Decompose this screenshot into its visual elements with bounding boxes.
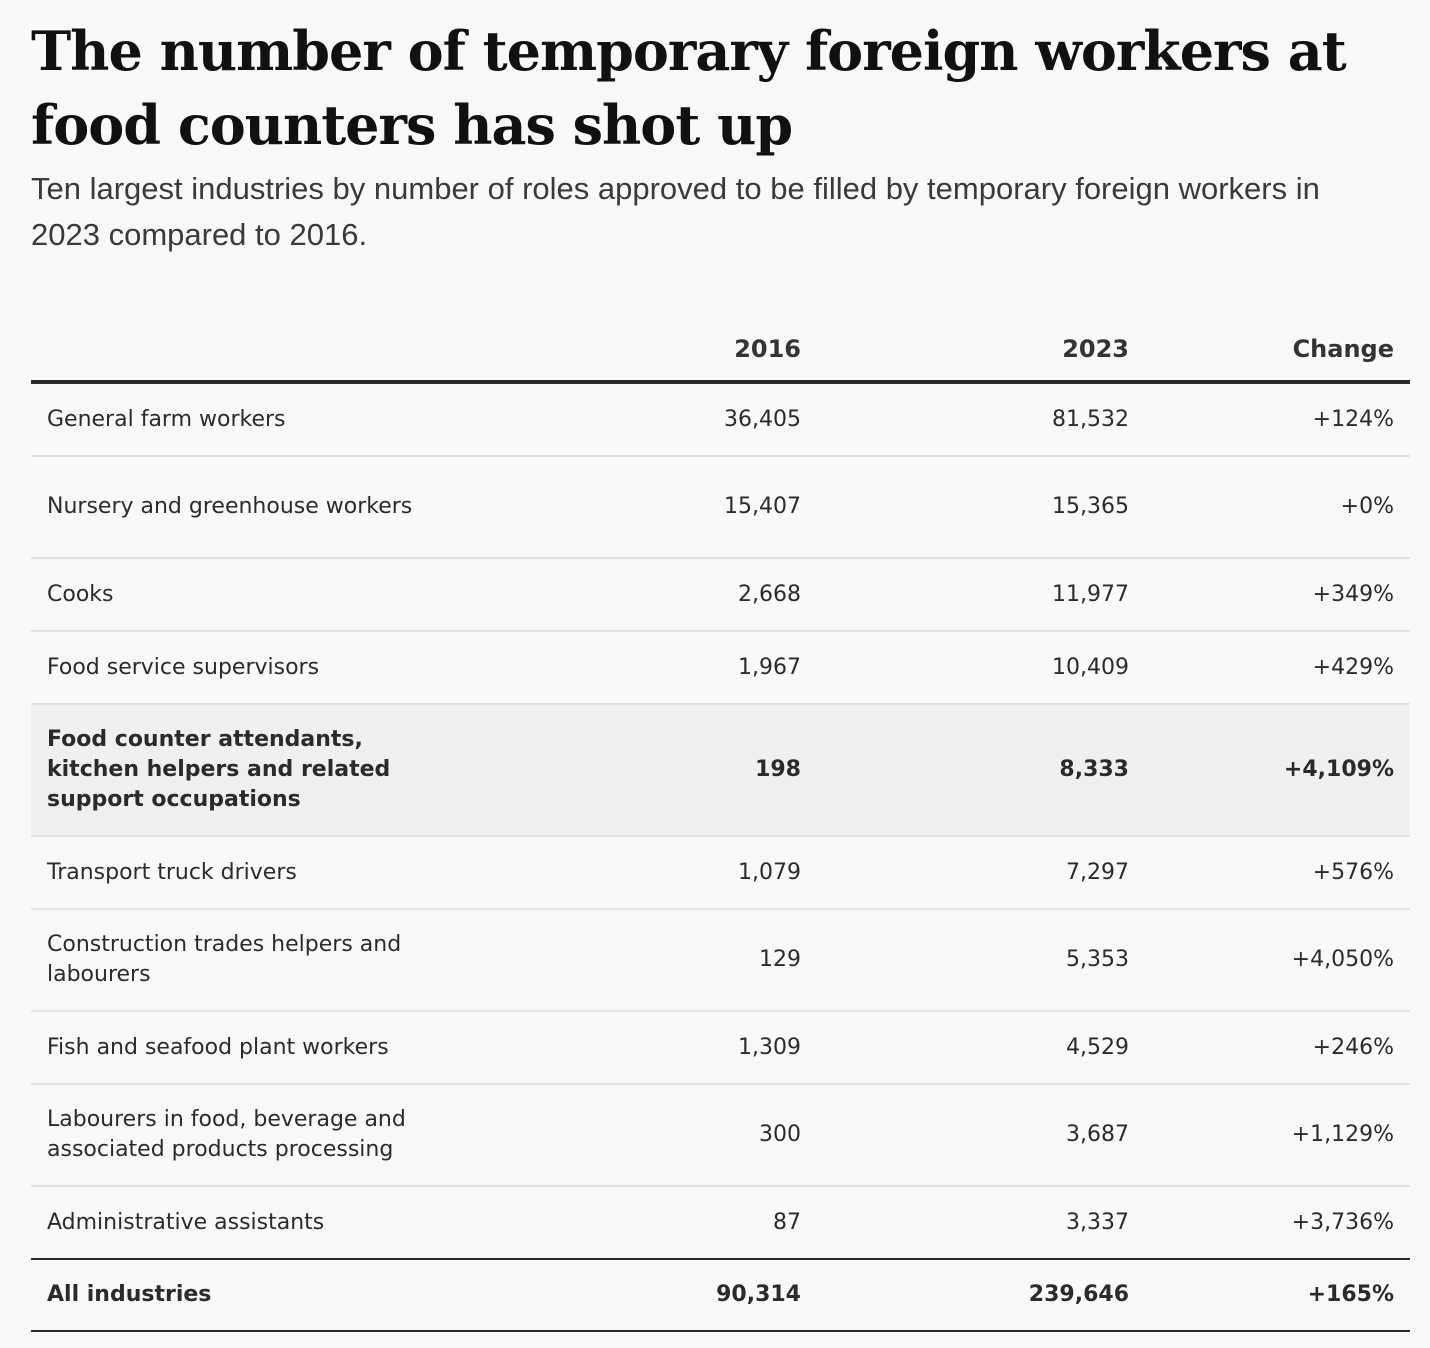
row-label: Nursery and greenhouse workers [31, 456, 439, 559]
table-total-row: All industries 90,314 239,646 +165% [31, 1258, 1410, 1332]
header-change: Change [1145, 317, 1410, 384]
cell-change: +124% [1145, 382, 1410, 457]
cell-change: +1,129% [1145, 1084, 1410, 1187]
total-2016: 90,314 [439, 1258, 817, 1332]
table-row: Cooks 2,668 11,977 +349% [31, 558, 1410, 632]
table-row: Food service supervisors 1,967 10,409 +4… [31, 631, 1410, 705]
header-2016: 2016 [439, 317, 817, 384]
cell-change: +349% [1145, 558, 1410, 632]
row-label: General farm workers [31, 382, 439, 457]
table-row: Fish and seafood plant workers 1,309 4,5… [31, 1011, 1410, 1085]
header: The number of temporary foreign workers … [31, 14, 1410, 258]
cell-2023: 3,687 [817, 1084, 1145, 1187]
table-row: Labourers in food, beverage and associat… [31, 1084, 1410, 1187]
total-label: All industries [31, 1258, 439, 1332]
row-label: Fish and seafood plant workers [31, 1011, 439, 1085]
row-label: Construction trades helpers and labourer… [31, 909, 439, 1012]
table-row: Administrative assistants 87 3,337 +3,73… [31, 1186, 1410, 1259]
table-header-row: 2016 2023 Change [31, 317, 1410, 384]
data-table: 2016 2023 Change General farm workers 36… [31, 317, 1410, 1332]
cell-change: +576% [1145, 836, 1410, 910]
cell-2016: 87 [773, 1209, 801, 1235]
chart-subtitle: Ten largest industries by number of role… [31, 171, 1320, 252]
cell-2023: 7,297 [817, 836, 1145, 910]
chart-title: The number of temporary foreign workers … [31, 19, 1347, 157]
cell-2023: 8,333 [817, 704, 1145, 837]
cell-change: +3,736% [1291, 1209, 1394, 1235]
cell-2023: 10,409 [817, 631, 1145, 705]
table-row: Nursery and greenhouse workers 15,407 15… [31, 456, 1410, 559]
table-row: General farm workers 36,405 81,532 +124% [31, 382, 1410, 457]
row-label: Food counter attendants, kitchen helpers… [31, 704, 439, 837]
row-label: Cooks [31, 558, 439, 632]
cell-2016: 300 [439, 1084, 817, 1187]
cell-2023: 11,977 [817, 558, 1145, 632]
cell-change: +429% [1145, 631, 1410, 705]
cell-change: +4,109% [1145, 704, 1410, 837]
cell-change: +4,050% [1145, 909, 1410, 1012]
row-label: Food service supervisors [31, 631, 439, 705]
cell-2016: 1,079 [439, 836, 817, 910]
cell-2016: 1,309 [439, 1011, 817, 1085]
header-label [31, 317, 439, 384]
cell-2016: 1,967 [439, 631, 817, 705]
cell-2023: 5,353 [817, 909, 1145, 1012]
total-change: +165% [1145, 1258, 1410, 1332]
cell-2023: 4,529 [817, 1011, 1145, 1085]
cell-2016: 15,407 [439, 456, 817, 559]
row-label: Labourers in food, beverage and associat… [31, 1084, 439, 1187]
cell-2023: 81,532 [817, 382, 1145, 457]
row-label: Administrative assistants [47, 1209, 325, 1235]
table-row-highlighted: Food counter attendants, kitchen helpers… [31, 704, 1410, 837]
cell-2016: 198 [439, 704, 817, 837]
cell-2016: 36,405 [439, 382, 817, 457]
header-2023: 2023 [817, 317, 1145, 384]
cell-2016: 129 [439, 909, 817, 1012]
total-2023: 239,646 [817, 1258, 1145, 1332]
cell-2023: 15,365 [817, 456, 1145, 559]
row-label: Transport truck drivers [31, 836, 439, 910]
cell-2023: 3,337 [1066, 1209, 1129, 1235]
cell-change: +246% [1145, 1011, 1410, 1085]
table-row: Construction trades helpers and labourer… [31, 909, 1410, 1012]
table-row: Transport truck drivers 1,079 7,297 +576… [31, 836, 1410, 910]
cell-2016: 2,668 [439, 558, 817, 632]
cell-change: +0% [1145, 456, 1410, 559]
